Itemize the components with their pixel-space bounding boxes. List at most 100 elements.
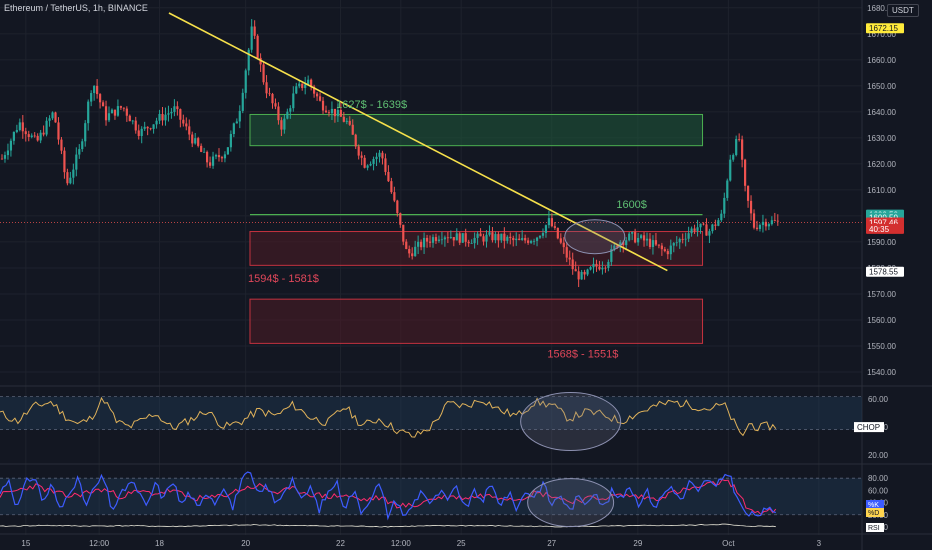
candle-body bbox=[491, 232, 494, 241]
price-badge-3: 1597.46 bbox=[869, 219, 898, 228]
candle-body bbox=[422, 237, 426, 248]
candle-body bbox=[571, 259, 574, 270]
candle-body bbox=[24, 131, 27, 135]
candle-body bbox=[75, 154, 78, 170]
candle-body bbox=[217, 155, 221, 158]
candle-body bbox=[286, 111, 289, 119]
candle-body bbox=[431, 237, 435, 243]
candle-body bbox=[696, 227, 699, 231]
candle-body bbox=[672, 243, 675, 246]
candle-body bbox=[726, 180, 729, 198]
candle-body bbox=[550, 218, 553, 227]
candle-body bbox=[720, 213, 723, 221]
candle-body bbox=[363, 157, 366, 168]
candle-body bbox=[211, 156, 215, 166]
candle-body bbox=[262, 64, 265, 83]
zone-box-0 bbox=[249, 113, 704, 147]
candle-body bbox=[155, 120, 158, 125]
candle-body bbox=[170, 111, 173, 114]
candle-body bbox=[3, 155, 7, 159]
x-tick-9: Oct bbox=[722, 539, 735, 548]
candle-body bbox=[256, 35, 259, 58]
candle-body bbox=[755, 227, 759, 229]
candle-body bbox=[42, 132, 45, 135]
candle-body bbox=[298, 83, 301, 87]
candle-body bbox=[119, 106, 122, 108]
candle-body bbox=[622, 242, 625, 246]
candle-body bbox=[628, 233, 631, 241]
candle-body bbox=[488, 232, 491, 235]
candle-body bbox=[113, 109, 117, 116]
candle-body bbox=[562, 242, 565, 248]
candle-body bbox=[152, 124, 155, 129]
candle-body bbox=[417, 241, 420, 247]
candle-body bbox=[735, 139, 738, 156]
candle-body bbox=[60, 139, 63, 151]
candles bbox=[0, 19, 779, 288]
candle-body bbox=[684, 238, 687, 240]
candle-body bbox=[396, 200, 399, 214]
candle-body bbox=[544, 225, 548, 234]
candle-body bbox=[360, 155, 363, 158]
candle-body bbox=[717, 220, 720, 226]
candle-body bbox=[699, 223, 702, 228]
candle-body bbox=[473, 237, 476, 244]
zone-label-1: 1594$ - 1581$ bbox=[248, 273, 319, 285]
candle-body bbox=[408, 249, 411, 254]
candle-body bbox=[203, 151, 206, 153]
symbol-title[interactable]: Ethereum / TetherUS, 1h, BINANCE bbox=[4, 3, 148, 13]
candle-body bbox=[15, 130, 18, 132]
candle-body bbox=[289, 108, 292, 112]
candle-body bbox=[524, 238, 527, 241]
candle-body bbox=[292, 93, 295, 109]
candle-body bbox=[577, 271, 580, 280]
rsi-highlight-ellipse bbox=[527, 478, 615, 528]
candle-body bbox=[527, 240, 530, 243]
candle-body bbox=[657, 244, 661, 246]
candle-body bbox=[595, 263, 598, 267]
price-badge-4: 40:35 bbox=[869, 225, 890, 234]
candle-body bbox=[149, 128, 152, 130]
candle-body bbox=[12, 131, 15, 141]
candle-body bbox=[556, 227, 559, 239]
x-tick-0: 15 bbox=[21, 539, 30, 548]
candle-body bbox=[414, 246, 417, 257]
candle-body bbox=[631, 232, 634, 234]
candle-body bbox=[0, 158, 4, 160]
x-tick-2: 18 bbox=[155, 539, 164, 548]
candle-body bbox=[304, 84, 307, 88]
candle-body bbox=[51, 112, 54, 119]
candle-body bbox=[506, 236, 509, 241]
candle-body bbox=[188, 126, 191, 135]
currency-button[interactable]: USDT bbox=[887, 4, 919, 17]
candle-body bbox=[485, 234, 488, 242]
candle-body bbox=[283, 118, 286, 130]
price-tick-1610: 1610.00 bbox=[867, 186, 896, 195]
candle-body bbox=[645, 238, 649, 241]
candle-body bbox=[336, 109, 339, 117]
candle-body bbox=[164, 114, 167, 121]
trendline bbox=[168, 12, 668, 272]
candle-body bbox=[33, 135, 36, 137]
candle-body bbox=[185, 123, 188, 127]
chop-tick-60: 60.00 bbox=[868, 395, 889, 404]
rsi-label-bg-0 bbox=[866, 500, 884, 509]
candle-body bbox=[179, 109, 182, 120]
candle-body bbox=[449, 237, 452, 239]
candle-body bbox=[226, 147, 230, 155]
candle-body bbox=[54, 112, 57, 123]
candle-body bbox=[277, 106, 280, 121]
price-tick-1660: 1660.00 bbox=[867, 56, 896, 65]
rsi-label-2: RSI bbox=[868, 525, 880, 532]
candle-body bbox=[443, 237, 446, 240]
candle-body bbox=[625, 240, 628, 246]
price-badge-bg-5 bbox=[866, 266, 904, 277]
candle-body bbox=[669, 245, 672, 255]
candle-body bbox=[134, 120, 137, 131]
candle-body bbox=[220, 157, 224, 159]
chop-band bbox=[0, 396, 862, 430]
candle-body bbox=[741, 139, 744, 160]
candle-body bbox=[744, 159, 747, 186]
x-tick-10: 3 bbox=[817, 539, 822, 548]
